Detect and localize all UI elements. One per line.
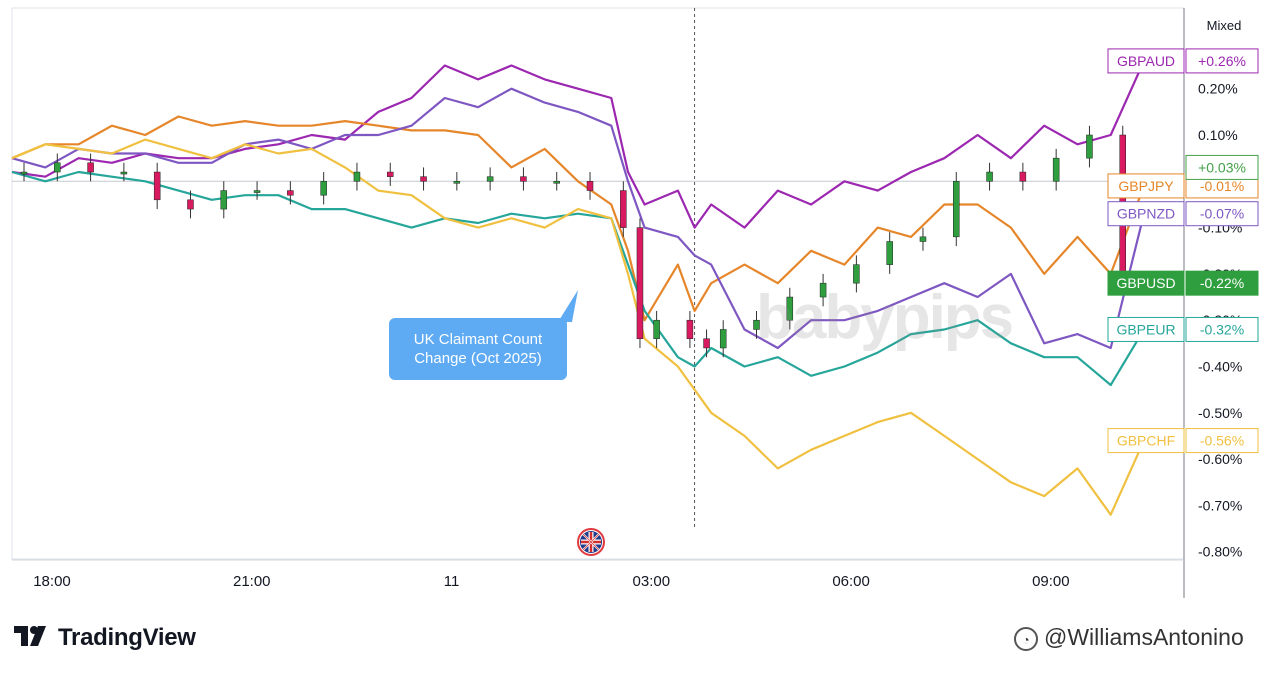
candle-body	[636, 227, 644, 339]
candle-body	[54, 162, 61, 173]
candle-body	[187, 199, 194, 210]
candle-body	[1052, 157, 1060, 182]
candle-body	[886, 241, 893, 265]
series-name-tag-text: GBPUSD	[1116, 275, 1175, 291]
candle-body	[320, 181, 327, 196]
candle-body	[220, 190, 228, 210]
candle-body	[1086, 134, 1093, 159]
candle-body	[486, 176, 494, 182]
series-name-tag-text: GBPAUD	[1117, 53, 1175, 69]
series-line-gbpnzd	[11, 87, 1146, 350]
candle-body	[520, 176, 527, 182]
series-name-tag-text: GBPJPY	[1118, 178, 1174, 194]
candle-body	[87, 162, 94, 173]
candle-body	[753, 319, 760, 330]
x-tick-label: 21:00	[233, 573, 271, 590]
tradingview-logo-icon	[14, 626, 46, 646]
candle-body	[353, 171, 361, 182]
candle-body	[253, 190, 261, 193]
tradingview-logo: TradingView	[14, 624, 196, 652]
tradingview-logo-text: TradingView	[58, 624, 196, 651]
candle-body	[153, 171, 161, 201]
candle-body	[1019, 171, 1027, 182]
series-name-tag-text: GBPCHF	[1117, 433, 1175, 449]
candle-body	[553, 181, 560, 184]
series-name-tag	[1107, 201, 1185, 227]
event-callout-text: UK Claimant Count Change (Oct 2025)	[413, 331, 543, 367]
candle-body	[387, 171, 394, 177]
y-tick-label: -0.60%	[1198, 451, 1242, 467]
series-value-tag	[1185, 316, 1259, 342]
series-value-tag	[1185, 201, 1259, 227]
series-name-tag	[1107, 270, 1185, 296]
candle-body	[719, 329, 727, 349]
series-name-tag	[1107, 316, 1185, 342]
candle-body	[287, 190, 294, 196]
author-credit: ◔ @WilliamsAntonino	[1014, 624, 1244, 651]
series-name-tag-text: GBPEUR	[1116, 321, 1175, 337]
series-name-tag	[1107, 48, 1185, 74]
scale-mode-label[interactable]: Mixed	[1206, 18, 1242, 33]
x-tick-label: 18:00	[33, 573, 71, 590]
author-name: @WilliamsAntonino	[1044, 624, 1244, 650]
callout-pointer	[558, 290, 578, 322]
candle-body	[620, 190, 627, 228]
candle-body	[703, 338, 710, 349]
uk-flag-icon[interactable]	[577, 528, 605, 556]
candle-body	[453, 181, 461, 184]
series-value-tag-text: -0.22%	[1200, 275, 1244, 291]
watermark: babypips	[756, 283, 1014, 352]
series-name-tag-text: GBPNZD	[1117, 206, 1175, 222]
series-value-tag-text: -0.01%	[1200, 178, 1244, 194]
x-tick-label: 03:00	[633, 573, 671, 590]
series-value-tag	[1185, 270, 1259, 296]
candle-body	[20, 171, 28, 175]
series-name-tag	[1107, 428, 1185, 454]
weibo-icon: ◔	[1014, 626, 1038, 651]
event-callout[interactable]: UK Claimant Count Change (Oct 2025)	[389, 318, 567, 380]
candle-body	[586, 181, 594, 191]
series-value-tag	[1185, 154, 1259, 180]
y-tick-label: 0.20%	[1198, 81, 1238, 97]
y-tick-label: 0.10%	[1198, 127, 1238, 143]
y-tick-label: -0.50%	[1198, 405, 1242, 421]
y-tick-label: -0.80%	[1198, 544, 1242, 560]
x-tick-label: 11	[444, 573, 460, 590]
candle-body	[953, 181, 960, 238]
series-value-tag-text: -0.56%	[1200, 433, 1244, 449]
series-name-tag	[1107, 173, 1185, 199]
candle-body	[120, 171, 128, 175]
series-value-tag-text: +0.03%	[1198, 159, 1246, 175]
candle-body	[686, 319, 694, 339]
candle-body	[986, 171, 993, 182]
y-tick-label: -0.70%	[1198, 497, 1242, 513]
x-tick-label: 06:00	[832, 573, 870, 590]
series-value-tag	[1185, 48, 1259, 74]
x-tick-label: 09:00	[1032, 573, 1070, 590]
candle-body	[919, 236, 927, 242]
y-tick-label: -0.40%	[1198, 359, 1242, 375]
series-value-tag	[1185, 428, 1259, 454]
candle-body	[853, 264, 860, 284]
series-line-gbpchf	[11, 138, 1146, 516]
series-value-tag-text: -0.07%	[1200, 206, 1244, 222]
candle-body	[786, 296, 794, 321]
candle-body	[420, 176, 427, 182]
series-value-tag-text: +0.26%	[1198, 53, 1246, 69]
series-value-tag-text: -0.32%	[1200, 321, 1244, 337]
candle-body	[653, 319, 660, 339]
candle-body	[819, 282, 827, 298]
series-line-gbpjpy	[11, 115, 1146, 322]
